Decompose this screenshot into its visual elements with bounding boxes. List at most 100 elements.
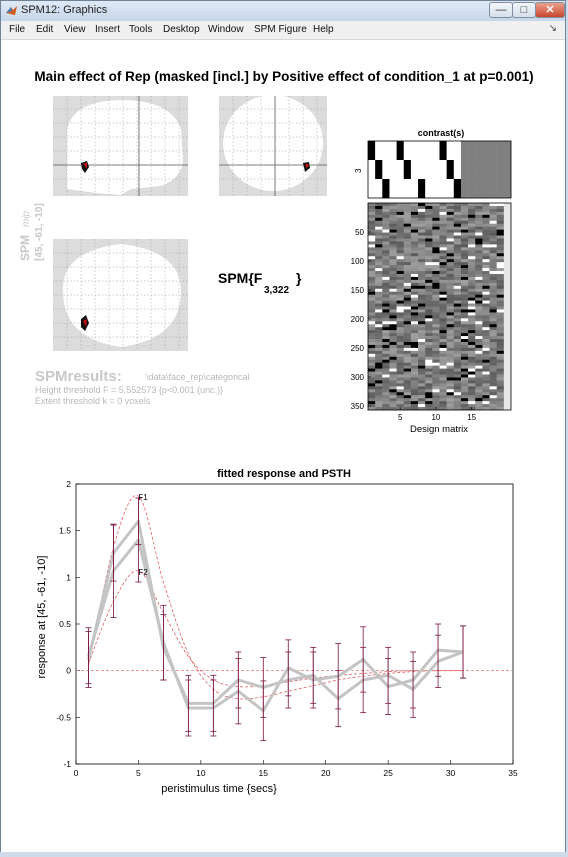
design-matrix-cell: [389, 220, 397, 224]
menu-help[interactable]: Help: [313, 24, 334, 35]
design-matrix-cell: [418, 395, 426, 399]
design-matrix-cell: [446, 380, 455, 384]
design-matrix-cell: [489, 371, 497, 375]
close-button[interactable]: ✕: [535, 2, 565, 18]
design-matrix-cell: [453, 371, 462, 375]
design-matrix-cell: [496, 324, 505, 328]
design-matrix-cell: [396, 303, 405, 307]
design-matrix-cell: [460, 380, 469, 384]
design-matrix-cell: [389, 321, 397, 325]
design-matrix-cell: [460, 276, 469, 281]
design-matrix-cell: [482, 300, 490, 304]
menu-tools[interactable]: Tools: [129, 24, 153, 35]
design-matrix-cell: [460, 383, 469, 387]
design-matrix-cell: [496, 347, 505, 352]
menu-spm-figure[interactable]: SPM Figure: [254, 24, 307, 35]
design-matrix-cell: [418, 356, 426, 361]
design-matrix-cell: [432, 208, 440, 213]
design-matrix-cell: [403, 324, 412, 328]
dm-xtick-label: 15: [467, 413, 476, 422]
design-matrix-cell: [410, 220, 419, 224]
design-matrix-cell: [418, 229, 426, 233]
design-matrix-cell: [489, 306, 497, 310]
design-matrix-cell: [482, 401, 490, 405]
design-matrix-cell: [403, 312, 412, 316]
design-matrix-cell: [410, 244, 419, 248]
design-matrix-cell: [432, 235, 440, 239]
design-matrix-cell: [410, 273, 419, 278]
design-matrix-cell: [425, 389, 433, 393]
design-matrix-cell: [432, 253, 440, 257]
dm-ytick-label: 150: [351, 286, 365, 295]
design-matrix-cell: [432, 288, 440, 293]
psth-line-f2: [87, 519, 464, 705]
title-bar[interactable]: SPM12: Graphics — □ ✕: [1, 1, 565, 21]
design-matrix-cell: [460, 294, 469, 298]
design-matrix-cell: [460, 330, 469, 334]
dock-arrow-icon[interactable]: ↘: [548, 23, 557, 34]
design-matrix-cell: [396, 273, 405, 278]
design-matrix-cell: [489, 377, 497, 381]
design-matrix-cell: [446, 356, 455, 361]
menu-file[interactable]: File: [9, 24, 26, 35]
contrast-cell: [418, 160, 426, 180]
minimize-button[interactable]: —: [489, 2, 513, 18]
design-matrix-cell: [460, 220, 469, 224]
design-matrix-cell: [482, 208, 490, 213]
design-matrix-cell: [475, 306, 483, 310]
design-matrix-cell: [503, 211, 512, 216]
design-matrix-cell: [496, 265, 505, 269]
contrast-cell: [468, 179, 476, 199]
design-matrix-cell: [453, 232, 462, 236]
design-matrix-cell: [453, 380, 462, 384]
contrast-cell: [482, 179, 490, 199]
design-matrix-cell: [368, 282, 376, 287]
design-matrix-cell: [460, 208, 469, 213]
maximize-button[interactable]: □: [512, 2, 536, 18]
design-matrix-cell: [496, 294, 505, 298]
design-matrix-cell: [489, 407, 497, 411]
design-matrix-cell: [453, 344, 462, 349]
design-matrix-cell: [375, 205, 383, 210]
design-matrix-cell: [460, 339, 469, 343]
design-matrix-cell: [382, 244, 390, 248]
menu-window[interactable]: Window: [208, 24, 244, 35]
design-matrix-cell: [453, 253, 462, 257]
dm-ytick-label: 350: [351, 402, 365, 411]
menu-insert[interactable]: Insert: [95, 24, 121, 35]
menu-edit[interactable]: Edit: [36, 24, 54, 35]
design-matrix-cell: [482, 205, 490, 210]
design-matrix-cell: [446, 383, 455, 387]
design-matrix-cell: [496, 380, 505, 384]
design-matrix-cell: [410, 339, 419, 343]
design-matrix-cell: [432, 392, 440, 396]
menu-desktop[interactable]: Desktop: [163, 24, 200, 35]
design-matrix-cell: [425, 229, 433, 233]
design-matrix-cell: [403, 241, 412, 245]
design-matrix-cell: [410, 336, 419, 340]
design-matrix-cell: [389, 324, 397, 328]
design-matrix-cell: [382, 223, 390, 227]
design-matrix-cell: [425, 285, 433, 290]
design-matrix-cell: [468, 380, 476, 384]
design-matrix-cell: [453, 217, 462, 222]
contrast-cell: [375, 141, 383, 161]
design-matrix-cell: [389, 318, 397, 322]
design-matrix-cell: [389, 336, 397, 340]
design-matrix-cell: [446, 229, 455, 233]
design-matrix-cell: [368, 208, 376, 213]
design-matrix-cell: [396, 271, 405, 275]
menu-view[interactable]: View: [64, 24, 86, 35]
design-matrix-cell: [425, 244, 433, 248]
design-matrix-cell: [418, 374, 426, 378]
design-matrix-cell: [410, 404, 419, 408]
design-matrix-cell: [375, 386, 383, 390]
design-matrix-cell: [503, 365, 512, 369]
design-matrix-cell: [453, 407, 462, 411]
design-matrix-cell: [382, 377, 390, 381]
design-matrix-cell: [382, 294, 390, 298]
design-matrix-cell: [446, 297, 455, 301]
contrast-cell: [475, 160, 483, 180]
design-matrix-cell: [410, 223, 419, 227]
design-matrix-cell: [375, 389, 383, 393]
